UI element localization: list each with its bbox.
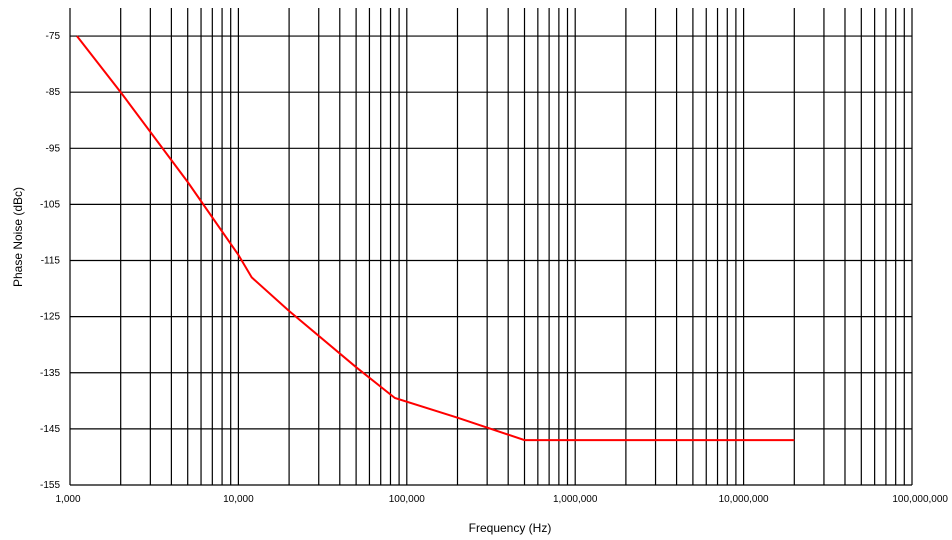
y-axis-title: Phase Noise (dBc) bbox=[11, 187, 25, 287]
x-tick-labels: 1,000 10,000 100,000 1,000,000 10,000,000 100… bbox=[55, 494, 948, 505]
x-tick-label: 1,000,000 bbox=[553, 494, 598, 505]
x-axis-title: Frequency (Hz) bbox=[469, 521, 552, 535]
x-tick-label: 10,000,000 bbox=[719, 494, 769, 505]
x-tick-label: 100,000,000 bbox=[892, 494, 948, 505]
x-tick-label: 100,000 bbox=[389, 494, 426, 505]
y-tick-label: -85 bbox=[46, 87, 61, 98]
y-tick-label: -155 bbox=[40, 480, 60, 491]
y-tick-label: -145 bbox=[40, 424, 60, 435]
y-tick-label: -75 bbox=[46, 31, 61, 42]
x-tick-label: 10,000 bbox=[223, 494, 254, 505]
y-tick-label: -115 bbox=[41, 256, 61, 267]
x-tick-label: 1,000 bbox=[55, 494, 80, 505]
phase-noise-series-line bbox=[76, 35, 795, 442]
y-tick-labels: -75 -85 -95 -105 -115 -125 -135 -145 -155 bbox=[40, 31, 60, 491]
y-tick-label: -105 bbox=[40, 199, 60, 210]
y-tick-label: -95 bbox=[46, 143, 61, 154]
series-layer bbox=[76, 35, 795, 442]
y-tick-label: -135 bbox=[40, 368, 60, 379]
y-tick-label: -125 bbox=[40, 312, 60, 323]
vertical-gridlines bbox=[69, 8, 913, 485]
